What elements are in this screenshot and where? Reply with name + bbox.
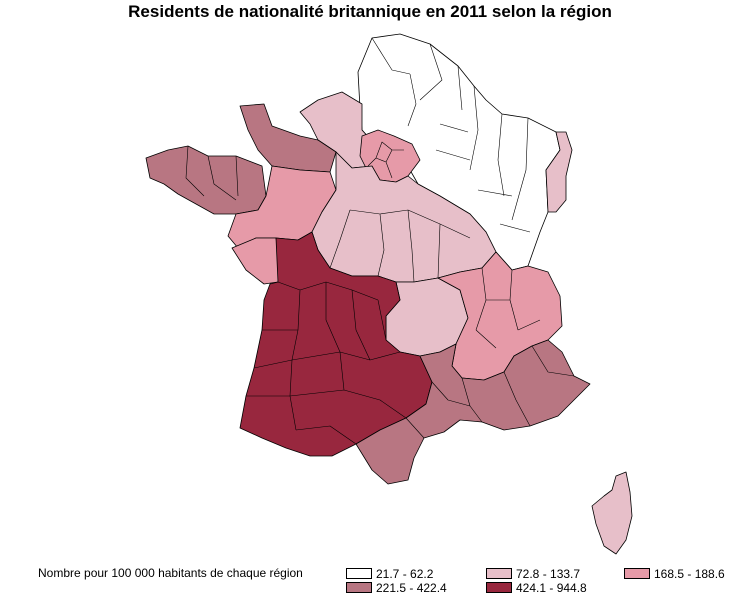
legend-range: 21.7 - 62.2 bbox=[376, 566, 434, 581]
region-corsica bbox=[591, 471, 633, 555]
region-lower-normandy bbox=[239, 103, 337, 173]
legend-range: 221.5 - 422.4 bbox=[376, 580, 447, 595]
legend-range: 424.1 - 944.8 bbox=[516, 580, 587, 595]
legend-swatch bbox=[486, 582, 512, 594]
legend-item-class-5: 424.1 - 944.8 bbox=[486, 580, 587, 595]
legend-swatch bbox=[486, 568, 512, 580]
legend-swatch bbox=[346, 568, 372, 580]
region-brittany bbox=[145, 145, 267, 215]
legend-label: Nombre pour 100 000 habitants de chaque … bbox=[38, 566, 303, 580]
legend-item-class-4: 221.5 - 422.4 bbox=[346, 580, 447, 595]
legend-item-class-2: 72.8 - 133.7 bbox=[486, 566, 580, 581]
legend-range: 168.5 - 188.6 bbox=[654, 566, 725, 581]
legend-swatch bbox=[346, 582, 372, 594]
legend-item-class-1: 21.7 - 62.2 bbox=[346, 566, 433, 581]
map-title: Residents de nationalité britannique en … bbox=[128, 2, 612, 21]
legend-swatch bbox=[624, 568, 650, 580]
region-alsace bbox=[545, 131, 573, 213]
region-vendee bbox=[231, 237, 281, 285]
legend-range: 72.8 - 133.7 bbox=[516, 566, 581, 581]
legend-item-class-3: 168.5 - 188.6 bbox=[624, 566, 725, 581]
